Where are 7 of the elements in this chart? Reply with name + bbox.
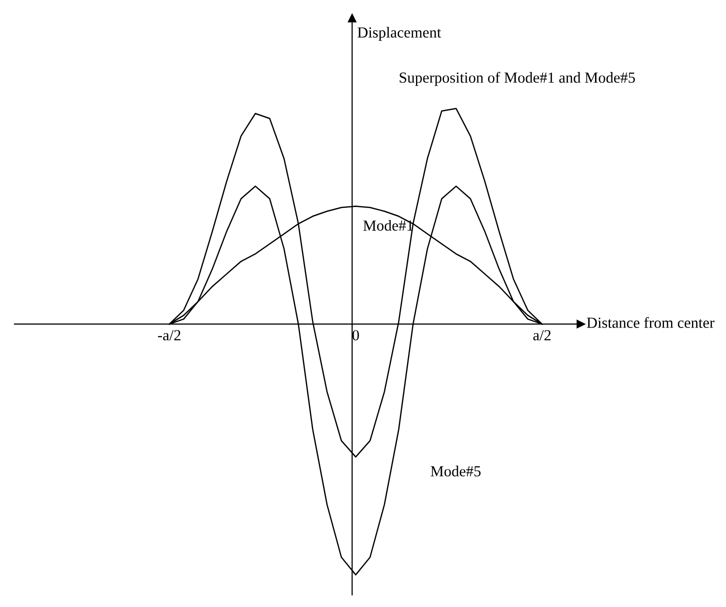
- x-tick-label: -a/2: [158, 330, 180, 340]
- x-tick-label: a/2: [533, 330, 551, 340]
- y-axis-title: Displacement: [358, 26, 442, 41]
- x-axis-title: Distance from center: [586, 317, 714, 328]
- x-tick-label: 0: [352, 330, 359, 340]
- text: Superposition of Mode#1 and Mode#5: [400, 72, 635, 86]
- annotation: Mode#5: [430, 466, 481, 476]
